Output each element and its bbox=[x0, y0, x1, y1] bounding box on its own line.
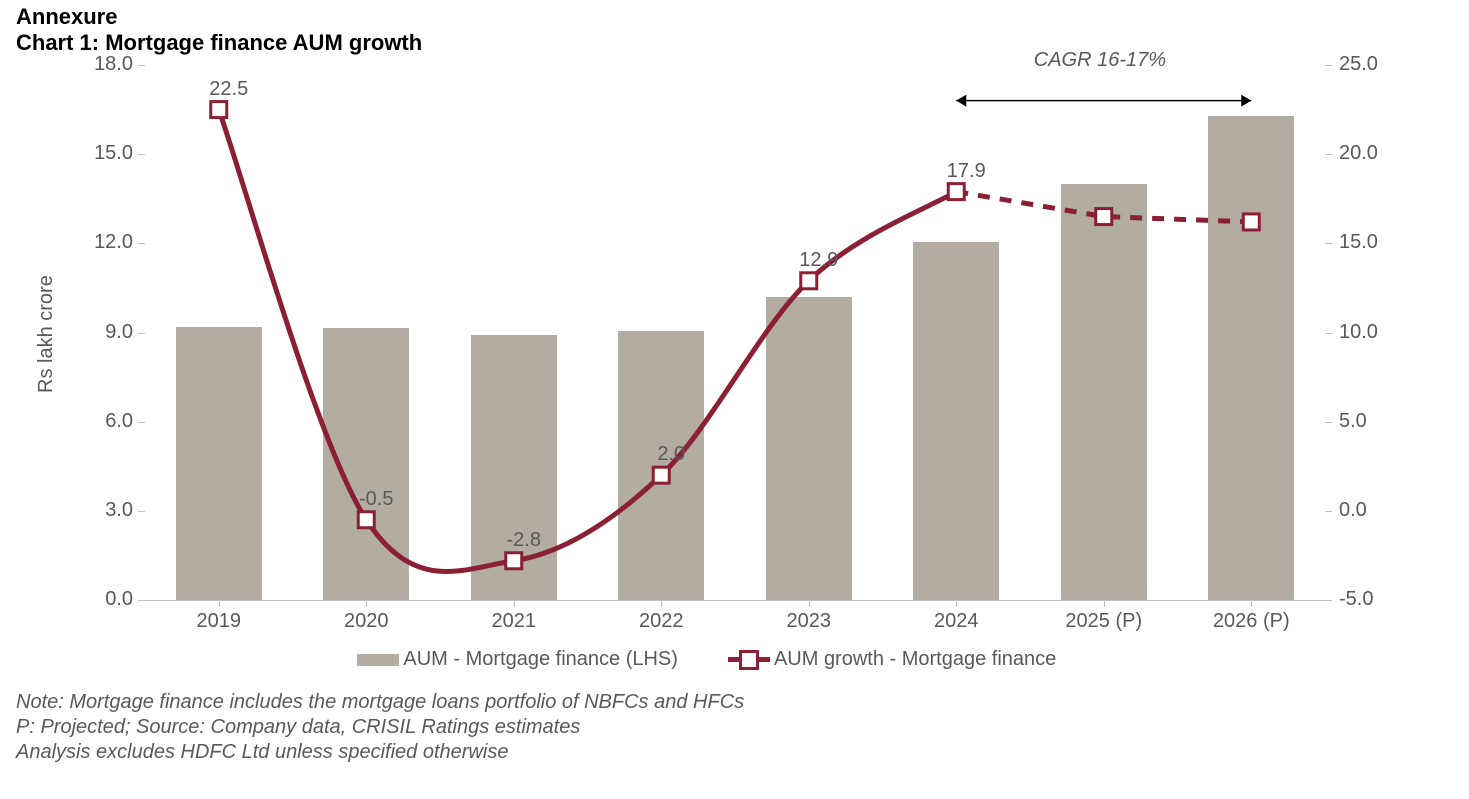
x-tick-label: 2020 bbox=[296, 610, 436, 633]
y-left-axis-label: Rs lakh crore bbox=[35, 275, 58, 393]
bar bbox=[471, 335, 557, 600]
x-tick-label: 2021 bbox=[444, 610, 584, 633]
x-tick-mark bbox=[1251, 600, 1252, 607]
legend-item-line: AUM growth - Mortgage finance bbox=[728, 648, 1056, 671]
note-line-3: Analysis excludes HDFC Ltd unless specif… bbox=[16, 740, 744, 765]
legend-line-swatch bbox=[728, 652, 770, 668]
y-left-tick-label: 18.0 bbox=[73, 53, 133, 76]
line-data-label: 17.9 bbox=[926, 160, 1006, 183]
notes: Note: Mortgage finance includes the mort… bbox=[16, 690, 744, 765]
legend-item-bars: AUM - Mortgage finance (LHS) bbox=[357, 648, 678, 671]
y-left-tick-label: 0.0 bbox=[73, 588, 133, 611]
titles-block: Annexure Chart 1: Mortgage finance AUM g… bbox=[16, 4, 422, 57]
x-tick-mark bbox=[219, 600, 220, 607]
bar bbox=[1208, 116, 1294, 600]
y-right-tick-label: 0.0 bbox=[1339, 499, 1399, 522]
y-right-tick-label: 5.0 bbox=[1339, 410, 1399, 433]
y-left-tick-mark bbox=[138, 333, 145, 334]
cagr-label: CAGR 16-17% bbox=[1034, 49, 1166, 72]
y-left-tick-label: 6.0 bbox=[73, 410, 133, 433]
x-tick-mark bbox=[366, 600, 367, 607]
y-left-tick-mark bbox=[138, 422, 145, 423]
y-left-tick-mark bbox=[138, 65, 145, 66]
y-right-tick-mark bbox=[1325, 65, 1332, 66]
x-tick-mark bbox=[1104, 600, 1105, 607]
x-tick-label: 2022 bbox=[591, 610, 731, 633]
line-data-label: -0.5 bbox=[336, 488, 416, 511]
legend: AUM - Mortgage finance (LHS) AUM growth … bbox=[357, 648, 1056, 671]
x-tick-label: 2025 (P) bbox=[1034, 610, 1174, 633]
y-left-tick-mark bbox=[138, 243, 145, 244]
x-tick-mark bbox=[661, 600, 662, 607]
x-tick-mark bbox=[514, 600, 515, 607]
plot-area bbox=[145, 65, 1325, 600]
legend-bar-swatch bbox=[357, 654, 399, 666]
y-left-tick-mark bbox=[138, 154, 145, 155]
y-right-tick-label: 25.0 bbox=[1339, 53, 1399, 76]
bar bbox=[913, 242, 999, 600]
y-left-tick-label: 15.0 bbox=[73, 142, 133, 165]
y-left-tick-mark bbox=[138, 511, 145, 512]
y-right-tick-mark bbox=[1325, 422, 1332, 423]
y-right-tick-mark bbox=[1325, 600, 1332, 601]
x-tick-mark bbox=[809, 600, 810, 607]
y-left-tick-label: 9.0 bbox=[73, 321, 133, 344]
y-left-tick-mark bbox=[138, 600, 145, 601]
x-tick-label: 2024 bbox=[886, 610, 1026, 633]
bar bbox=[176, 327, 262, 600]
y-right-tick-label: 10.0 bbox=[1339, 321, 1399, 344]
x-tick-mark bbox=[956, 600, 957, 607]
y-right-tick-mark bbox=[1325, 333, 1332, 334]
bar bbox=[323, 328, 409, 600]
legend-line-label: AUM growth - Mortgage finance bbox=[774, 648, 1056, 671]
page: Annexure Chart 1: Mortgage finance AUM g… bbox=[0, 0, 1469, 799]
y-right-tick-mark bbox=[1325, 154, 1332, 155]
y-right-tick-label: 15.0 bbox=[1339, 231, 1399, 254]
annexure-label: Annexure bbox=[16, 4, 422, 30]
note-line-1: Note: Mortgage finance includes the mort… bbox=[16, 690, 744, 715]
bar bbox=[1061, 184, 1147, 600]
line-data-label: 2.0 bbox=[631, 443, 711, 466]
y-right-tick-label: 20.0 bbox=[1339, 142, 1399, 165]
line-data-label: 12.9 bbox=[779, 249, 859, 272]
x-tick-label: 2026 (P) bbox=[1181, 610, 1321, 633]
line-data-label: -2.8 bbox=[484, 529, 564, 552]
bar bbox=[766, 297, 852, 600]
legend-bar-label: AUM - Mortgage finance (LHS) bbox=[403, 648, 678, 671]
y-right-tick-label: -5.0 bbox=[1339, 588, 1399, 611]
note-line-2: P: Projected; Source: Company data, CRIS… bbox=[16, 715, 744, 740]
line-data-label: 22.5 bbox=[189, 78, 269, 101]
y-right-tick-mark bbox=[1325, 243, 1332, 244]
axis-line bbox=[145, 600, 1325, 601]
x-tick-label: 2023 bbox=[739, 610, 879, 633]
y-right-tick-mark bbox=[1325, 511, 1332, 512]
y-left-tick-label: 12.0 bbox=[73, 231, 133, 254]
x-tick-label: 2019 bbox=[149, 610, 289, 633]
y-left-tick-label: 3.0 bbox=[73, 499, 133, 522]
